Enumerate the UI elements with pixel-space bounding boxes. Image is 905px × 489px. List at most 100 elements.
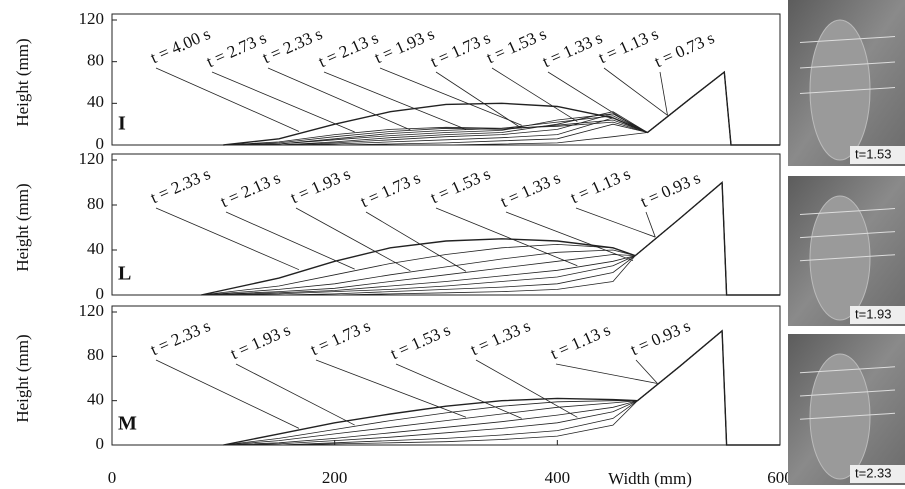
photo-caption: t=2.33: [855, 465, 892, 480]
time-label: t = 2.33 s: [147, 164, 213, 207]
time-label: t = 1.53 s: [483, 24, 549, 67]
leader-line: [575, 207, 656, 238]
y-tick-label: 80: [87, 51, 104, 70]
time-label: t = 1.73 s: [307, 316, 373, 359]
time-label: t = 1.93 s: [371, 24, 437, 67]
leader-line: [475, 359, 578, 418]
leader-line: [235, 363, 355, 426]
time-label: t = 1.53 s: [387, 320, 453, 363]
photo-line: [799, 231, 896, 239]
leader-line: [547, 71, 634, 126]
leader-line: [635, 359, 658, 384]
profile-line: [223, 71, 780, 146]
y-tick-label: 80: [87, 345, 104, 364]
photo-caption: t=1.53: [855, 146, 892, 161]
time-label: t = 1.93 s: [287, 164, 353, 207]
plot-frame: [111, 305, 781, 446]
time-label: t = 2.13 s: [217, 168, 283, 211]
leader-line: [267, 67, 411, 131]
leader-line: [225, 211, 355, 270]
photo-line: [799, 254, 896, 262]
profile-line: [223, 71, 780, 146]
y-axis-label: Height (mm): [13, 38, 32, 126]
time-label: t = 2.33 s: [147, 316, 213, 359]
y-tick-label: 80: [87, 194, 104, 213]
panel-label: M: [118, 413, 137, 435]
y-tick-label: 120: [79, 301, 105, 320]
profile-line: [200, 181, 780, 296]
y-tick-label: 40: [87, 239, 104, 258]
profile-line: [223, 70, 780, 146]
y-axis-label: Height (mm): [13, 183, 32, 271]
leader-line: [295, 207, 411, 272]
x-axis-label: Width (mm): [608, 469, 692, 488]
x-tick-label: 400: [545, 468, 571, 487]
leader-line: [505, 211, 634, 262]
y-tick-label: 120: [79, 149, 105, 168]
time-label: t = 1.73 s: [357, 168, 423, 211]
leader-line: [645, 211, 656, 238]
photo-line: [799, 87, 896, 94]
y-tick-label: 40: [87, 390, 104, 409]
photo-line: [799, 366, 896, 374]
leader-line: [155, 359, 300, 429]
leader-line: [659, 71, 668, 116]
photo-line: [799, 61, 896, 69]
profile-line: [223, 71, 780, 146]
profile-line: [223, 329, 780, 446]
photo-specimen: [809, 19, 871, 161]
leader-line: [555, 363, 658, 384]
panel-label: I: [118, 113, 126, 135]
plot-frame: [111, 13, 781, 146]
caption-bg: [850, 306, 905, 324]
y-tick-label: 0: [96, 134, 105, 153]
leader-line: [365, 211, 467, 272]
y-axis-label: Height (mm): [13, 334, 32, 422]
profile-line: [223, 71, 780, 146]
time-label: t = 0.93 s: [637, 168, 703, 211]
profile-line: [223, 71, 780, 146]
y-tick-label: 0: [96, 434, 105, 453]
y-tick-label: 0: [96, 284, 105, 303]
caption-bg: [850, 465, 905, 483]
time-label: t = 1.33 s: [467, 316, 533, 359]
time-label: t = 1.93 s: [227, 320, 293, 363]
time-label: t = 0.73 s: [651, 28, 717, 71]
time-label: t = 1.13 s: [547, 320, 613, 363]
profile-line: [223, 329, 780, 446]
leader-line: [395, 363, 522, 419]
time-label: t = 1.53 s: [427, 164, 493, 207]
leader-line: [435, 207, 578, 267]
photo-line: [799, 412, 896, 420]
profile-line: [223, 71, 780, 146]
panel-label: L: [118, 263, 131, 285]
leader-line: [603, 67, 668, 116]
time-label: t = 1.13 s: [567, 164, 633, 207]
time-label: t = 1.13 s: [595, 24, 661, 67]
leader-line: [435, 71, 522, 129]
time-label: t = 2.33 s: [259, 24, 325, 67]
time-label: t = 0.93 s: [627, 316, 693, 359]
leader-line: [323, 71, 467, 130]
photo-caption: t=1.93: [855, 306, 892, 321]
photo-line: [799, 36, 896, 43]
caption-bg: [850, 146, 905, 164]
leader-line: [379, 67, 522, 126]
leader-line: [211, 71, 355, 133]
leader-line: [491, 67, 578, 122]
y-tick-label: 120: [79, 9, 105, 28]
profile-line: [223, 71, 780, 146]
leader-line: [315, 359, 467, 418]
time-label: t = 1.33 s: [497, 168, 563, 211]
profile-line: [201, 181, 780, 296]
x-tick-label: 600: [767, 468, 793, 487]
time-label: t = 4.00 s: [147, 24, 213, 67]
photo-line: [799, 208, 896, 215]
profile-line: [223, 71, 780, 146]
leader-line: [155, 67, 300, 132]
x-tick-label: 200: [322, 468, 348, 487]
x-tick-label: 0: [108, 468, 117, 487]
plot-frame: [111, 153, 781, 296]
leader-line: [155, 207, 300, 271]
